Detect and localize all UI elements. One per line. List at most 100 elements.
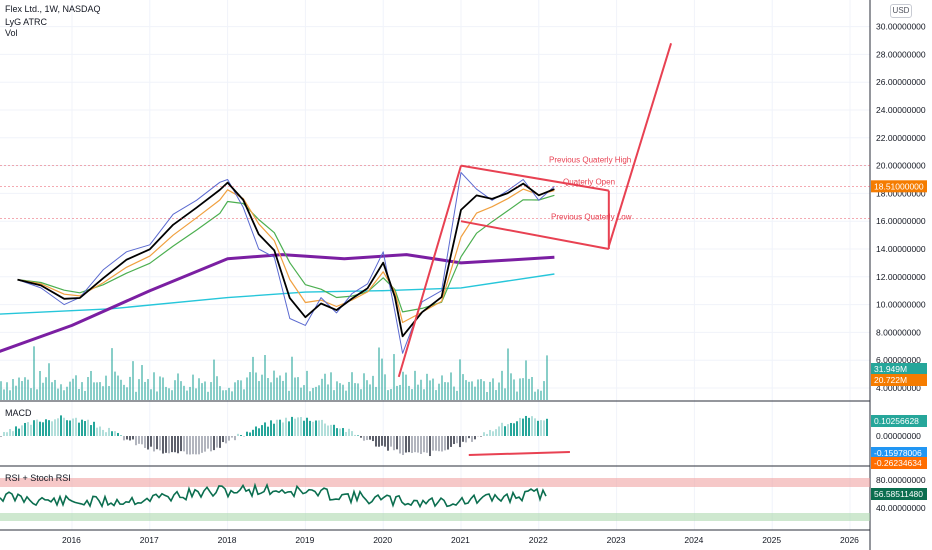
volume-bar: [30, 388, 32, 400]
macd-hist-bar: [144, 436, 146, 448]
volume-bar: [408, 385, 410, 400]
volume-bar: [168, 388, 170, 400]
macd-hist-bar: [159, 436, 161, 451]
macd-hist-bar: [147, 436, 149, 450]
volume-bar: [480, 379, 482, 400]
volume-bar: [435, 390, 437, 400]
volume-bar: [93, 382, 95, 400]
volume-bar: [447, 382, 449, 400]
macd-hist-bar: [186, 436, 188, 455]
volume-bar: [528, 378, 530, 400]
macd-hist-bar: [165, 436, 167, 453]
macd-hist-bar: [39, 421, 41, 436]
macd-hist-bar: [456, 436, 458, 444]
macd-hist-bar: [63, 417, 65, 436]
volume-bar: [264, 355, 266, 400]
macd-hist-bar: [81, 419, 83, 436]
volume-bar: [15, 385, 17, 400]
volume-bar: [231, 391, 233, 400]
macd-hist-bar: [15, 426, 17, 436]
volume-bar: [414, 370, 416, 400]
volume-bar: [291, 356, 293, 400]
volume-bar: [39, 370, 41, 400]
volume-badge-1: 31.949M: [874, 364, 907, 374]
volume-bar: [153, 372, 155, 400]
volume-bar: [243, 389, 245, 400]
macd-hist-bar: [318, 420, 320, 436]
macd-hist-bar: [378, 436, 380, 447]
volume-bar: [114, 371, 116, 400]
volume-bar: [210, 382, 212, 400]
volume-badge-1-bg: [871, 363, 927, 375]
macd-hist-bar: [18, 428, 20, 436]
volume-bar: [387, 390, 389, 400]
volume-bar: [33, 346, 35, 400]
macd-hist-bar: [360, 436, 362, 438]
volume-bar: [456, 390, 458, 400]
volume-bar: [432, 378, 434, 400]
price-series-group: [0, 172, 555, 509]
macd-hist-bar: [204, 436, 206, 452]
macd-hist-bar: [417, 436, 419, 453]
rsi-overbought-band: [0, 478, 870, 487]
macd-hist-bar: [246, 431, 248, 436]
price-tick-label: 22.00000000: [876, 133, 926, 143]
volume-badge-2-bg: [871, 374, 927, 386]
macd-hist-bar: [459, 436, 461, 448]
volume-bar: [21, 381, 23, 400]
volume-bar: [501, 370, 503, 400]
price-tick-label: 12.00000000: [876, 272, 926, 282]
macd-hist-bar: [189, 436, 191, 455]
volume-bar: [204, 381, 206, 400]
volume-bar: [261, 374, 263, 400]
volume-bar: [27, 379, 29, 400]
macd-hist-bar: [0, 436, 2, 438]
macd-hist-bar: [222, 436, 224, 443]
volume-bar: [327, 384, 329, 400]
volume-bar: [174, 380, 176, 400]
volume-badge-2: 20.722M: [874, 375, 907, 385]
macd-hist-bar: [99, 426, 101, 436]
macd-hist-bar: [90, 425, 92, 436]
year-tick-label: 2017: [140, 535, 159, 545]
volume-bar: [126, 387, 128, 400]
macd-hist-bar: [405, 436, 407, 453]
macd-hist-bar: [345, 431, 347, 436]
volume-bar: [477, 379, 479, 400]
volume-bar: [12, 379, 14, 400]
macd-badge-3-bg: [871, 457, 927, 469]
price-tick-label: 26.00000000: [876, 77, 926, 87]
macd-hist-bar: [357, 435, 359, 436]
price-badge-bg: [871, 180, 927, 193]
volume-bar: [360, 389, 362, 400]
volume-bar: [66, 386, 68, 400]
macd-hist-bar: [351, 431, 353, 436]
macd-hist-bar: [522, 418, 524, 436]
year-tick-label: 2022: [529, 535, 548, 545]
volume-bar: [336, 381, 338, 400]
macd-hist-bar: [447, 436, 449, 450]
volume-bar: [246, 377, 248, 400]
volume-bar: [105, 375, 107, 400]
macd-hist-bar: [105, 432, 107, 436]
volume-bar: [120, 379, 122, 400]
macd-hist-bar: [225, 436, 227, 444]
volume-bar: [207, 391, 209, 400]
year-tick-label: 2018: [218, 535, 237, 545]
volume-bar: [459, 359, 461, 400]
macd-hist-bar: [162, 436, 164, 454]
volume-bar: [135, 391, 137, 400]
macd-hist-bar: [267, 426, 269, 436]
macd-hist-bar: [27, 422, 29, 436]
macd-hist-bar: [153, 436, 155, 452]
currency-button[interactable]: USD: [890, 4, 912, 18]
macd-hist-bar: [510, 422, 512, 436]
volume-bar: [219, 386, 221, 400]
macd-hist-bar: [468, 436, 470, 439]
volume-bar: [117, 375, 119, 400]
macd-hist-bar: [177, 436, 179, 454]
macd-hist-bar: [210, 436, 212, 452]
